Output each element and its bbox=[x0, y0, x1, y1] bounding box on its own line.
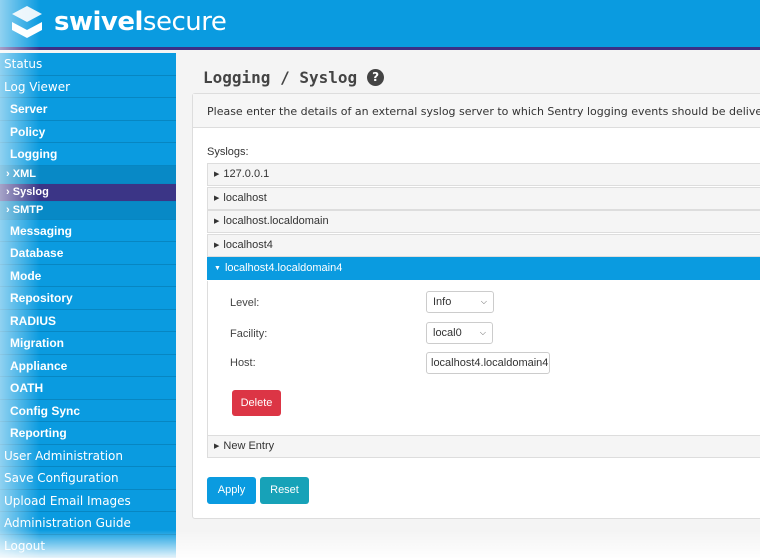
caret-right-icon: ▶ bbox=[214, 171, 220, 178]
chevron-right-icon: › bbox=[6, 203, 13, 216]
sidebar-item-logging[interactable]: Logging bbox=[0, 143, 176, 166]
level-select[interactable]: Info ⌵ bbox=[426, 291, 494, 313]
syslog-row[interactable]: ▶ 127.0.0.1 bbox=[207, 163, 760, 186]
syslog-host: localhost4 bbox=[223, 238, 273, 251]
sidebar-item-logout[interactable]: Logout bbox=[0, 535, 176, 557]
syslog-row[interactable]: ▶ localhost.localdomain bbox=[207, 210, 760, 234]
sidebar-item-label: SMTP bbox=[12, 203, 44, 216]
chevron-down-icon: ⌵ bbox=[480, 297, 487, 306]
sidebar-item-label: Logout bbox=[4, 538, 46, 553]
sidebar-item-administration-guide[interactable]: Administration Guide bbox=[0, 512, 176, 535]
sidebar-item-label: Logging bbox=[10, 147, 58, 161]
header: swivelsecure bbox=[0, 0, 760, 50]
apply-button[interactable]: Apply bbox=[207, 477, 256, 504]
syslog-row[interactable]: ▶ localhost bbox=[207, 186, 760, 210]
syslog-host: 127.0.0.1 bbox=[223, 168, 270, 180]
syslogs-label: Syslogs: bbox=[207, 146, 249, 158]
page-title: Logging / Syslog? bbox=[203, 68, 385, 87]
syslog-row[interactable]: ▶ localhost4 bbox=[207, 233, 760, 257]
level-label: Level: bbox=[230, 297, 260, 309]
sidebar-item-label: Mode bbox=[10, 268, 42, 283]
sidebar-item-label: RADIUS bbox=[10, 313, 57, 328]
syslog-host: localhost bbox=[223, 191, 267, 204]
syslog-entry-details: Level: Info ⌵ Facility: local0 ⌵ Host: loc… bbox=[207, 281, 760, 436]
caret-right-icon: ▶ bbox=[214, 194, 220, 202]
syslog-row[interactable]: ▼ localhost4.localdomain4 bbox=[207, 257, 760, 281]
sidebar-item-migration[interactable]: Migration bbox=[0, 332, 176, 355]
sidebar-item-label: Upload Email Images bbox=[4, 493, 131, 508]
syslog-panel: Please enter the details of an external … bbox=[192, 93, 760, 519]
sidebar-item-label: Appliance bbox=[10, 358, 68, 373]
sidebar-item-reporting[interactable]: Reporting bbox=[0, 422, 176, 445]
caret-right-icon: ▶ bbox=[214, 443, 220, 450]
sidebar-item-repository[interactable]: Repository bbox=[0, 287, 176, 310]
logo[interactable]: swivelsecure bbox=[10, 4, 227, 40]
sidebar-item-messaging[interactable]: Messaging bbox=[0, 220, 176, 242]
caret-down-icon: ▼ bbox=[214, 265, 221, 273]
caret-right-icon: ▶ bbox=[214, 241, 220, 249]
host-input[interactable]: localhost4.localdomain4 bbox=[426, 352, 550, 374]
chevron-right-icon: › bbox=[6, 185, 13, 198]
sidebar-item-label: XML bbox=[12, 167, 36, 180]
sidebar-item-label: Server bbox=[10, 102, 48, 116]
brand-name: swivelsecure bbox=[54, 7, 227, 37]
sidebar-item-label: User Administration bbox=[4, 448, 123, 463]
new-entry-row[interactable]: ▶ New Entry bbox=[207, 435, 760, 458]
sidebar-item-log-viewer[interactable]: Log Viewer bbox=[0, 76, 176, 98]
swivel-logo-icon bbox=[12, 6, 42, 38]
sidebar: Status Log Viewer Server Policy Logging › XML… bbox=[0, 53, 176, 558]
host-label: Host: bbox=[230, 357, 256, 369]
sidebar-item-label: Save Configuration bbox=[4, 471, 119, 485]
sidebar-item-label: Administration Guide bbox=[4, 516, 131, 530]
sidebar-item-radius[interactable]: RADIUS bbox=[0, 310, 176, 332]
sidebar-item-database[interactable]: Database bbox=[0, 242, 176, 265]
sidebar-item-oath[interactable]: OATH bbox=[0, 377, 176, 400]
chevron-down-icon: ⌵ bbox=[479, 328, 486, 337]
sidebar-item-syslog[interactable]: › Syslog bbox=[0, 183, 176, 202]
sidebar-item-appliance[interactable]: Appliance bbox=[0, 355, 176, 377]
sidebar-item-label: Policy bbox=[10, 124, 46, 139]
sidebar-item-label: Migration bbox=[10, 336, 64, 350]
sidebar-item-label: Status bbox=[4, 57, 43, 71]
sidebar-item-mode[interactable]: Mode bbox=[0, 265, 176, 287]
delete-button[interactable]: Delete bbox=[232, 390, 281, 416]
syslog-host: localhost.localdomain bbox=[223, 215, 329, 228]
sidebar-item-smtp[interactable]: › SMTP bbox=[0, 201, 176, 220]
sidebar-item-label: Syslog bbox=[12, 185, 49, 198]
sidebar-item-label: Database bbox=[10, 246, 64, 260]
sidebar-item-user-administration[interactable]: User Administration bbox=[0, 445, 176, 467]
new-entry-label: New Entry bbox=[223, 440, 275, 452]
syslog-host: localhost4.localdomain4 bbox=[224, 262, 343, 275]
sidebar-item-status[interactable]: Status bbox=[0, 53, 176, 76]
sidebar-item-server[interactable]: Server bbox=[0, 98, 176, 121]
sidebar-item-label: OATH bbox=[10, 381, 44, 395]
sidebar-item-save-configuration[interactable]: Save Configuration bbox=[0, 467, 176, 490]
caret-right-icon: ▶ bbox=[214, 218, 220, 226]
help-icon[interactable]: ? bbox=[367, 69, 385, 86]
facility-select[interactable]: local0 ⌵ bbox=[426, 322, 493, 344]
sidebar-item-label: Messaging bbox=[10, 223, 73, 238]
reset-button[interactable]: Reset bbox=[260, 477, 309, 504]
chevron-right-icon: › bbox=[6, 167, 13, 180]
sidebar-item-upload-email-images[interactable]: Upload Email Images bbox=[0, 490, 176, 512]
sidebar-item-label: Reporting bbox=[10, 426, 67, 440]
sidebar-item-label: Config Sync bbox=[10, 403, 81, 418]
sidebar-item-label: Log Viewer bbox=[4, 79, 71, 94]
sidebar-item-config-sync[interactable]: Config Sync bbox=[0, 400, 176, 422]
intro-text: Please enter the details of an external … bbox=[193, 94, 760, 128]
sidebar-item-label: Repository bbox=[10, 291, 73, 305]
sidebar-item-policy[interactable]: Policy bbox=[0, 121, 176, 143]
facility-label: Facility: bbox=[230, 328, 268, 340]
sidebar-item-xml[interactable]: › XML bbox=[0, 165, 176, 184]
